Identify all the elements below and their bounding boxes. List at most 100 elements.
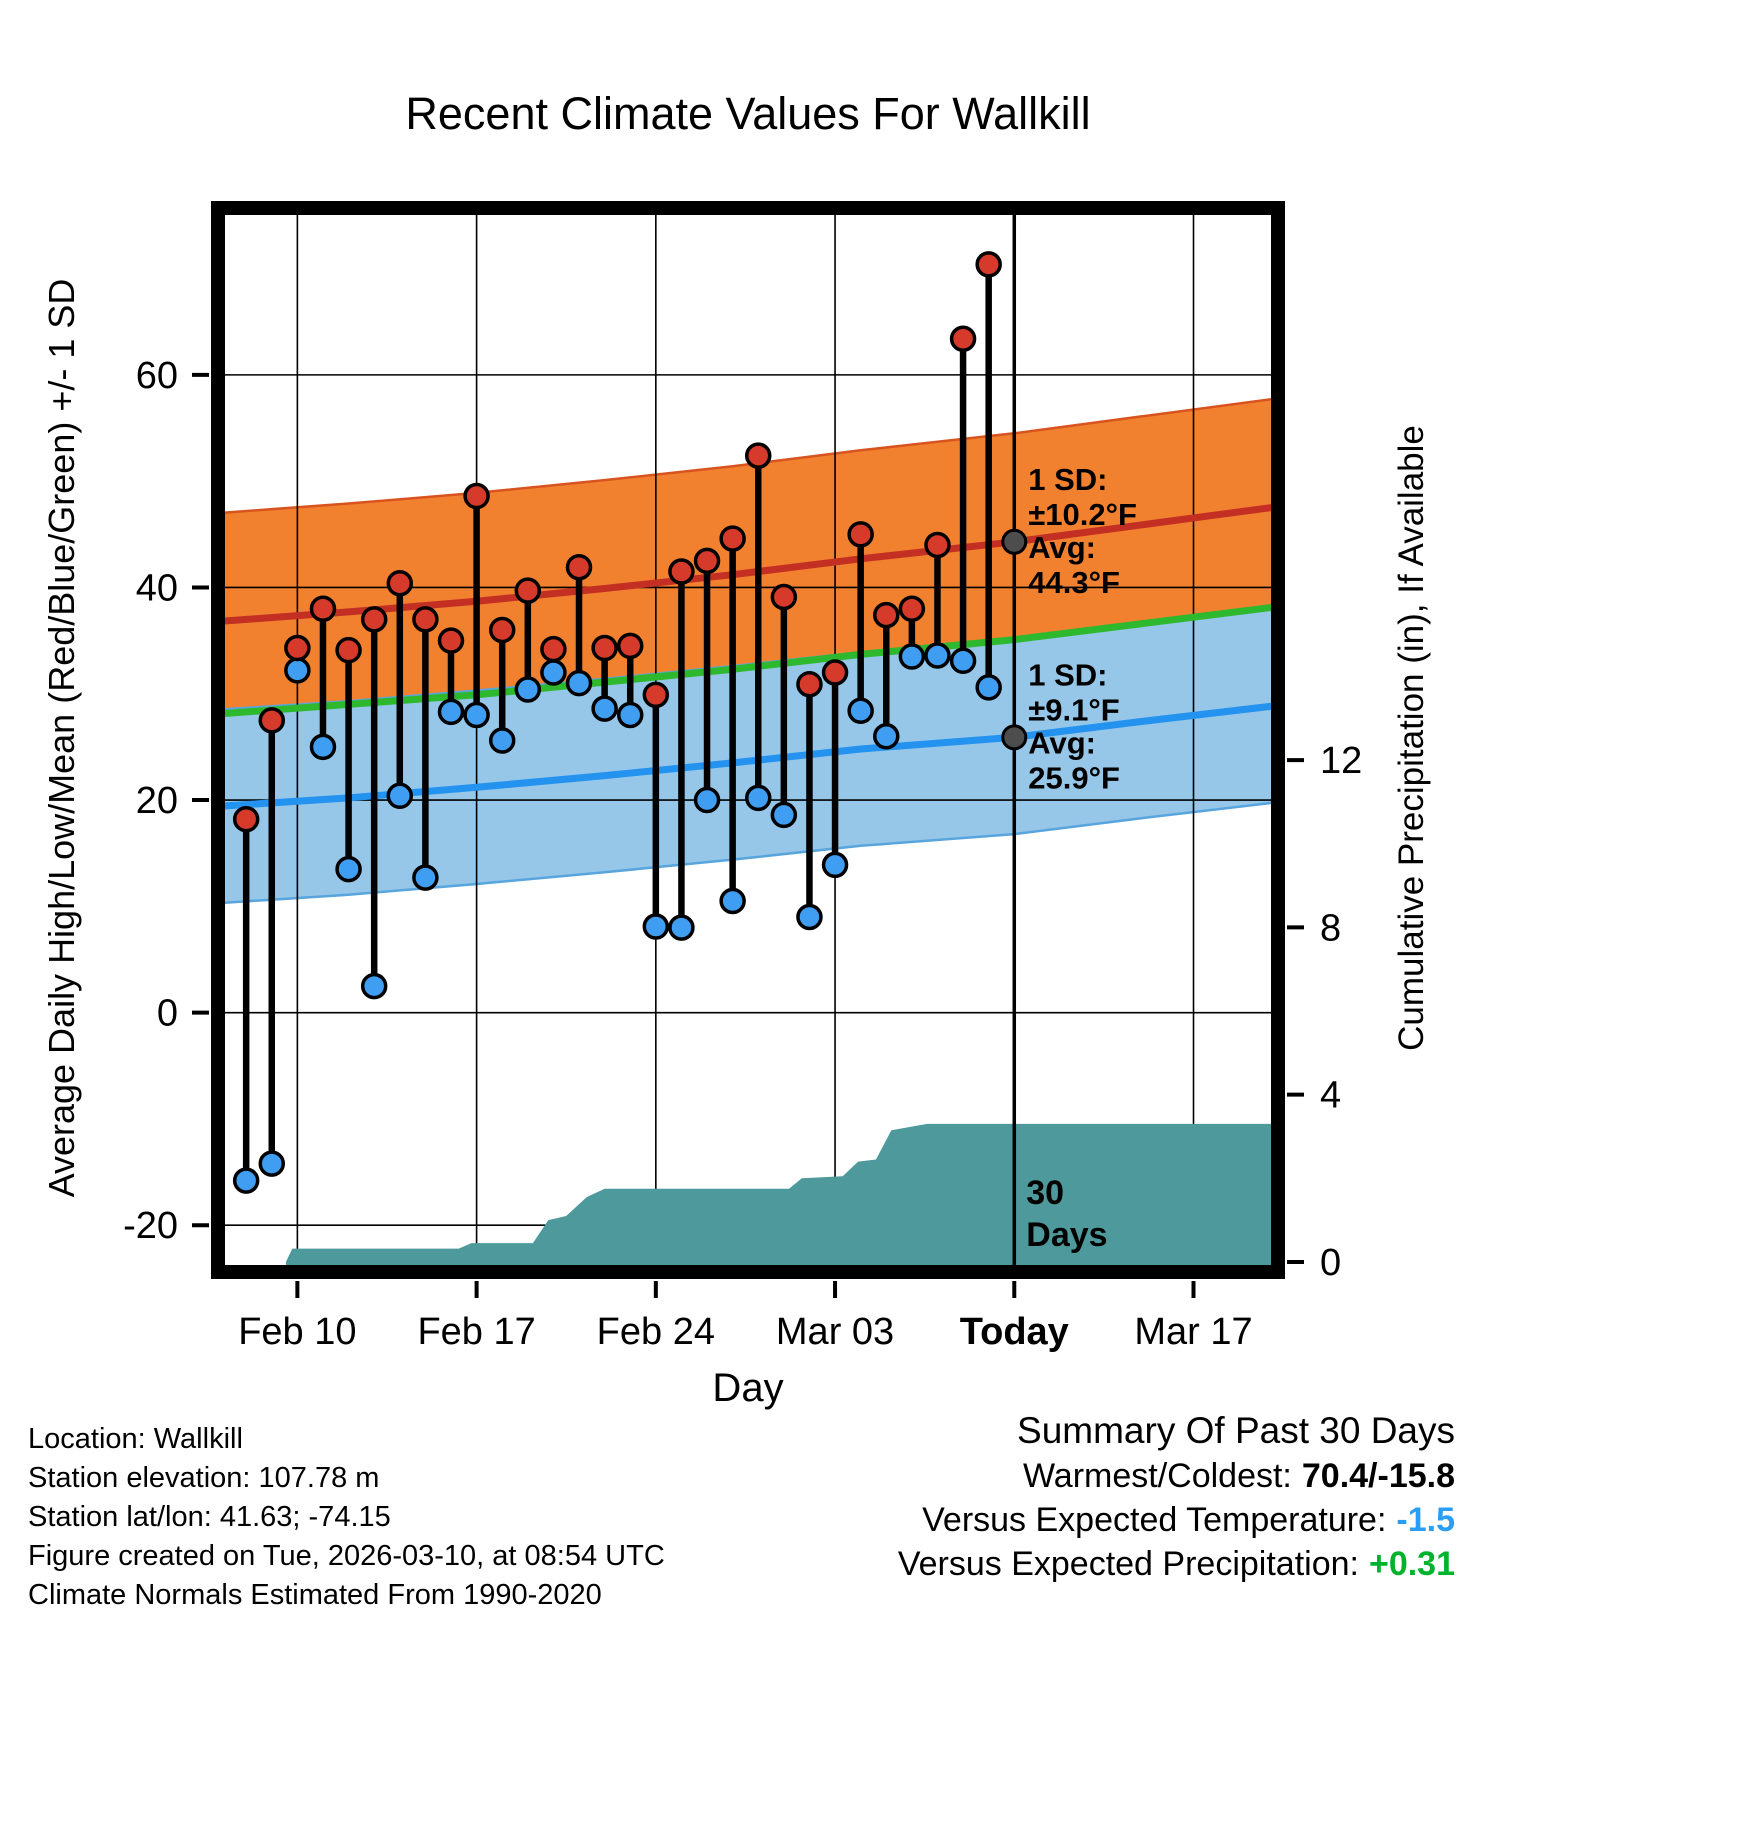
daily-low-dot: [565, 669, 593, 697]
high-sd-annotation: 1 SD:: [1028, 462, 1107, 497]
daily-low-dot: [847, 697, 874, 725]
thirty-days-label: Days: [1026, 1216, 1107, 1254]
bottom-tick-label: Feb 24: [597, 1311, 715, 1353]
station-info-line: Figure created on Tue, 2026-03-10, at 08…: [28, 1540, 665, 1572]
chart-title: Recent Climate Values For Wallkill: [405, 88, 1091, 139]
daily-high-dot: [309, 595, 337, 622]
daily-high-dot: [412, 606, 439, 633]
daily-low-dot: [360, 972, 388, 1000]
low-sd-annotation: ±9.1°F: [1028, 692, 1119, 727]
bottom-tick-label: Mar 03: [776, 1311, 894, 1353]
daily-high-dot: [488, 616, 516, 644]
vs-precipitation-line: Versus Expected Precipitation: +0.31: [898, 1542, 1455, 1586]
daily-low-dot: [975, 674, 1002, 701]
daily-high-dot: [924, 531, 951, 559]
daily-high-dot: [591, 634, 618, 662]
left-tick-label: 20: [136, 780, 178, 822]
daily-high-dot: [565, 554, 593, 581]
warmest-coldest-label: Warmest/Coldest:: [1022, 1457, 1292, 1495]
daily-low-dot: [488, 727, 516, 754]
daily-high-dot: [668, 558, 695, 585]
daily-high-dot: [821, 659, 849, 686]
daily-low-dot: [284, 657, 311, 684]
daily-low-dot: [693, 786, 721, 814]
daily-low-dot: [463, 701, 490, 729]
summary-block: Summary Of Past 30 Days Warmest/Coldest:…: [898, 1408, 1455, 1586]
vs-temperature-value: -1.5: [1396, 1501, 1455, 1539]
plot-border: [211, 201, 1285, 1279]
station-info: Location: Wallkill Station elevation: 10…: [28, 1420, 665, 1615]
station-info-line: Station lat/lon: 41.63; -74.15: [28, 1501, 391, 1533]
daily-high-dot: [437, 627, 465, 654]
daily-high-dot: [770, 583, 798, 611]
station-info-line: Location: Wallkill: [28, 1423, 243, 1455]
daily-high-dot: [335, 636, 362, 664]
daily-high-dot: [898, 595, 926, 622]
daily-low-dot: [719, 887, 746, 915]
bottom-tick-label: Feb 10: [238, 1311, 356, 1353]
right-tick-label: 12: [1320, 740, 1362, 782]
daily-low-dot: [796, 903, 823, 931]
daily-high-dot: [642, 681, 670, 709]
daily-low-dot: [668, 914, 695, 941]
daily-high-dot: [232, 805, 260, 833]
high-sd-annotation: Avg:: [1028, 530, 1096, 565]
vs-temperature-line: Versus Expected Temperature: -1.5: [898, 1498, 1455, 1542]
low-sd-annotation: 25.9°F: [1028, 760, 1120, 795]
warmest-coldest-line: Warmest/Coldest: 70.4/-15.8: [898, 1454, 1455, 1498]
daily-low-dot: [821, 851, 849, 879]
bottom-tick-label: Feb 17: [417, 1311, 535, 1353]
daily-low-dot: [924, 642, 951, 669]
daily-low-dot: [770, 801, 798, 829]
daily-high-dot: [360, 606, 388, 633]
daily-low-dot: [258, 1150, 286, 1177]
vs-precipitation-value: +0.31: [1368, 1545, 1455, 1583]
bottom-tick-label: Mar 17: [1134, 1311, 1252, 1353]
vs-temperature-label: Versus Expected Temperature:: [922, 1501, 1387, 1539]
station-info-line: Station elevation: 107.78 m: [28, 1462, 380, 1494]
left-tick-label: 0: [157, 993, 178, 1035]
left-tick-label: 40: [136, 567, 178, 609]
daily-high-dot: [514, 577, 542, 604]
low-sd-annotation: 1 SD:: [1028, 657, 1107, 692]
daily-high-dot: [949, 325, 977, 352]
avg-low-marker: [1001, 724, 1028, 751]
avg-high-marker: [1001, 528, 1028, 555]
daily-high-dot: [975, 251, 1002, 278]
daily-low-dot: [335, 855, 362, 883]
daily-low-dot: [412, 864, 439, 891]
daily-low-dot: [309, 733, 337, 761]
daily-low-dot: [437, 698, 465, 726]
daily-low-dot: [232, 1167, 260, 1194]
daily-low-dot: [616, 701, 644, 729]
daily-high-dot: [540, 635, 567, 663]
daily-high-dot: [796, 670, 823, 698]
warmest-coldest-value: 70.4/-15.8: [1301, 1457, 1455, 1495]
daily-high-dot: [847, 521, 874, 548]
low-sd-annotation: Avg:: [1028, 725, 1096, 760]
daily-high-dot: [258, 707, 286, 734]
daily-low-dot: [386, 782, 414, 810]
daily-low-dot: [642, 913, 670, 940]
daily-low-dot: [949, 647, 977, 675]
right-tick-label: 0: [1320, 1242, 1341, 1284]
daily-high-dot: [744, 442, 772, 469]
thirty-days-label: 30: [1026, 1174, 1064, 1212]
daily-high-dot: [616, 632, 644, 660]
left-tick-label: -20: [123, 1205, 178, 1247]
station-info-line: Climate Normals Estimated From 1990-2020: [28, 1579, 602, 1611]
daily-low-dot: [898, 643, 926, 670]
daily-low-dot: [540, 659, 567, 686]
summary-heading: Summary Of Past 30 Days: [1017, 1410, 1455, 1451]
high-sd-annotation: ±10.2°F: [1028, 497, 1137, 532]
daily-high-dot: [463, 482, 490, 510]
left-tick-label: 60: [136, 355, 178, 397]
right-tick-label: 4: [1320, 1075, 1341, 1117]
daily-high-dot: [873, 601, 900, 629]
daily-high-dot: [693, 547, 721, 575]
right-tick-label: 8: [1320, 907, 1341, 949]
daily-low-dot: [514, 676, 542, 703]
daily-high-dot: [719, 525, 746, 552]
